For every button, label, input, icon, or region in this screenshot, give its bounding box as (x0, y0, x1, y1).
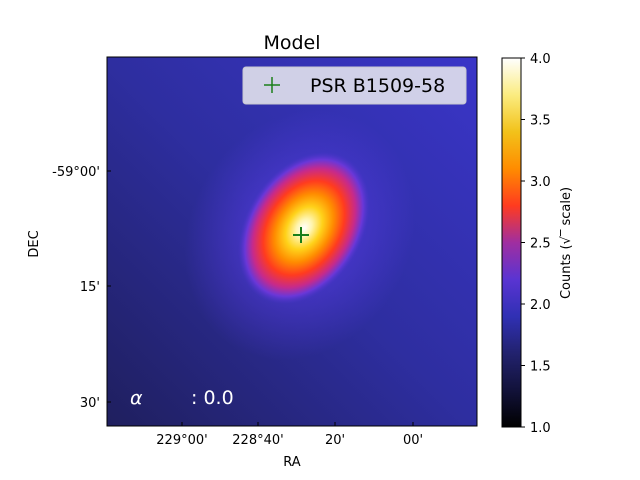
legend: PSR B1509-58 (242, 66, 467, 105)
colorbar-tick-label: 1.5 (530, 360, 551, 375)
image-area (107, 57, 477, 426)
legend-marker (264, 77, 280, 93)
colorbar-tick-label: 1.0 (530, 421, 551, 436)
plot-frame (106, 56, 478, 427)
colorbar-tick-label: 3.0 (530, 175, 551, 190)
y-tick-label: -59°00' (52, 165, 100, 180)
y-axis-label: DEC (27, 230, 42, 257)
x-tick-label: 228°40' (232, 433, 283, 448)
source-marker (293, 227, 309, 243)
colorbar-tick-label: 4.0 (530, 52, 551, 67)
y-axis: -59°00' 15' 30' DEC (27, 165, 111, 411)
colorbar-tick-label: 3.5 (530, 114, 551, 129)
x-tick-label: 00' (403, 433, 423, 448)
colorbar-label: Counts (√‾ scale) (559, 187, 574, 299)
chart-title: Model (263, 32, 320, 54)
x-tick-label: 229°00' (156, 433, 207, 448)
x-axis-label: RA (283, 455, 301, 470)
colorbar-tick-label: 2.5 (530, 237, 551, 252)
legend-label: PSR B1509-58 (310, 75, 445, 97)
x-tick-label: 20' (325, 433, 345, 448)
alpha-value: : 0.0 (191, 387, 234, 409)
y-tick-label: 15' (80, 280, 100, 295)
colorbar-tick-label: 2.0 (530, 298, 551, 313)
y-tick-label: 30' (80, 396, 100, 411)
colorbar-gradient (501, 57, 522, 428)
alpha-symbol: α (130, 387, 143, 409)
x-axis: 229°00' 228°40' 20' 00' RA (156, 422, 423, 470)
source-blob (238, 151, 370, 305)
colorbar: 1.0 1.5 2.0 2.5 3.0 3.5 4.0 Counts (√‾ scale) (501, 52, 574, 436)
